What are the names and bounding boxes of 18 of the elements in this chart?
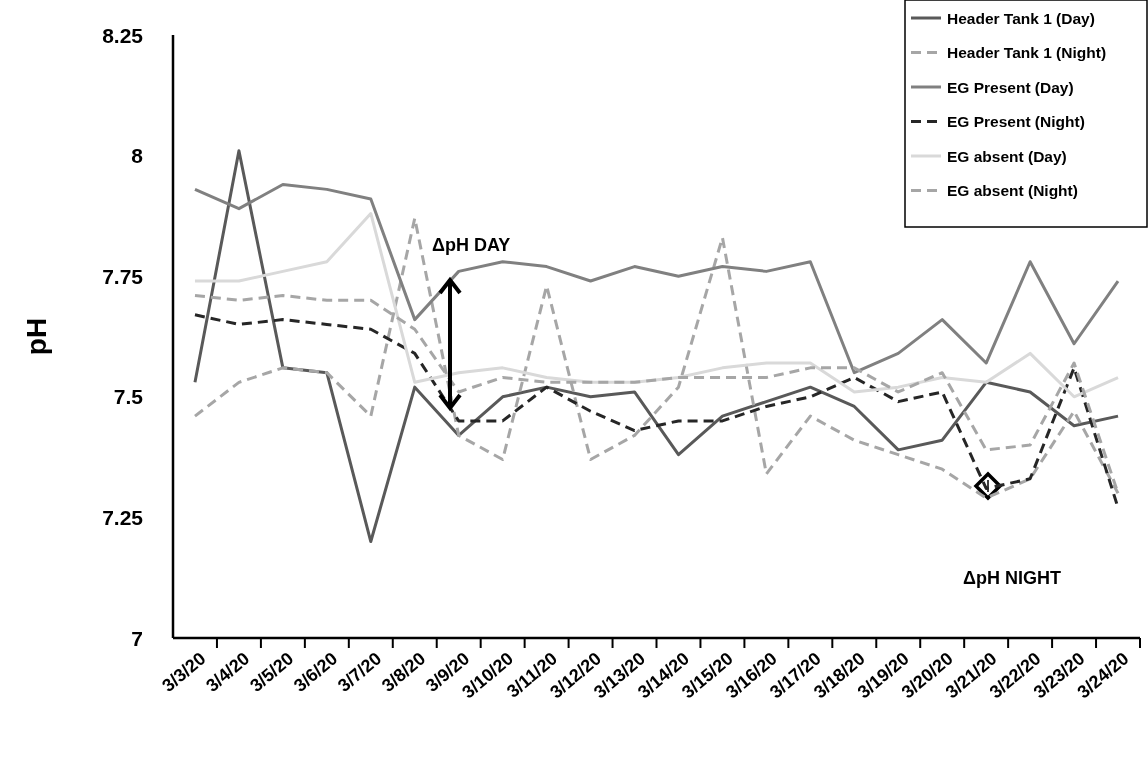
y-tick-label: 7.75 (102, 264, 144, 288)
line-series (193, 149, 1120, 544)
y-tick-label: 8 (131, 144, 144, 168)
line-series (193, 211, 1120, 399)
y-axis-title: pH (20, 317, 52, 356)
y-tick-label: 7 (131, 626, 143, 650)
legend-label: EG Present (Day) (947, 78, 1074, 96)
legend-label: EG absent (Night) (947, 182, 1078, 199)
annotation: ΔpH DAY (432, 235, 511, 255)
legend-label: EG absent (Day) (947, 147, 1067, 165)
y-tick-label: 7.5 (113, 385, 144, 409)
annotation: ΔpH NIGHT (963, 568, 1061, 588)
y-tick-label: 8.25 (102, 23, 144, 47)
line-series (193, 183, 1120, 375)
legend-label: Header Tank 1 (Day) (947, 9, 1095, 27)
y-tick-label: 7.25 (102, 505, 144, 529)
legend-label: EG Present (Night) (947, 113, 1085, 130)
legend-label: Header Tank 1 (Night) (947, 44, 1107, 61)
